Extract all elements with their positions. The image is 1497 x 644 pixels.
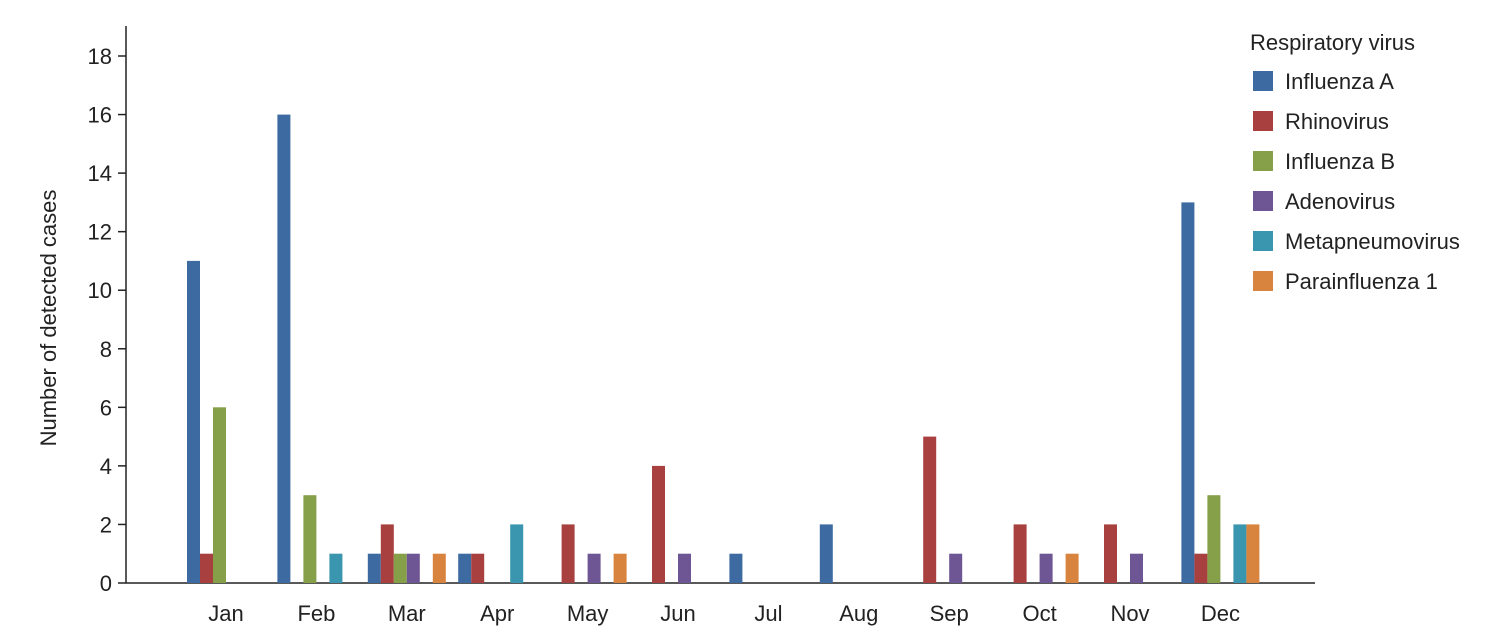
bar bbox=[1194, 553, 1208, 583]
bar bbox=[652, 465, 665, 583]
bar bbox=[1065, 553, 1079, 583]
legend: Respiratory virus Influenza A Rhinovirus I… bbox=[1250, 30, 1460, 294]
x-tick-label: Dec bbox=[1201, 601, 1240, 626]
x-axis: Jan Feb Mar Apr May Jun Jul Aug Sep Oct Nov Dec bbox=[126, 582, 1315, 626]
x-tick-label: Feb bbox=[297, 601, 335, 626]
legend-label: Adenovirus bbox=[1285, 189, 1395, 214]
bar bbox=[1207, 495, 1221, 583]
y-axis-title: Number of detected cases bbox=[36, 190, 61, 447]
bar bbox=[587, 553, 601, 583]
legend-swatch bbox=[1253, 191, 1273, 211]
x-tick-label: Mar bbox=[388, 601, 426, 626]
y-tick-label: 6 bbox=[100, 395, 112, 420]
bar bbox=[819, 524, 833, 583]
legend-swatch bbox=[1253, 71, 1273, 91]
legend-title: Respiratory virus bbox=[1250, 30, 1415, 55]
y-tick-label: 0 bbox=[100, 571, 112, 596]
x-tick-label: Jun bbox=[660, 601, 695, 626]
bars bbox=[187, 114, 1260, 583]
legend-label: Rhinovirus bbox=[1285, 109, 1389, 134]
x-tick-label: Sep bbox=[930, 601, 969, 626]
bar bbox=[213, 407, 226, 583]
bar bbox=[923, 436, 937, 583]
bar bbox=[406, 553, 420, 583]
bar bbox=[393, 553, 407, 583]
bar bbox=[1013, 524, 1027, 583]
y-tick-label: 4 bbox=[100, 454, 112, 479]
y-tick-label: 2 bbox=[100, 512, 112, 537]
bar bbox=[458, 553, 472, 583]
bar bbox=[729, 553, 743, 583]
bar bbox=[277, 114, 291, 583]
legend-label: Influenza A bbox=[1285, 69, 1394, 94]
bar bbox=[303, 495, 317, 583]
x-tick-label: Jan bbox=[208, 601, 243, 626]
bar bbox=[380, 524, 394, 583]
x-tick-label: May bbox=[567, 601, 609, 626]
bar bbox=[1233, 524, 1247, 583]
bar bbox=[471, 553, 485, 583]
y-axis: 0 2 4 6 8 10 12 14 16 18 bbox=[88, 26, 127, 596]
bar bbox=[613, 553, 627, 583]
bar bbox=[1181, 202, 1195, 583]
bar bbox=[187, 260, 200, 583]
legend-swatch bbox=[1253, 271, 1273, 291]
bar bbox=[1104, 524, 1117, 583]
x-tick-label: Jul bbox=[754, 601, 782, 626]
x-tick-label: Aug bbox=[839, 601, 878, 626]
bar bbox=[1039, 553, 1053, 583]
x-tick-label: Nov bbox=[1110, 601, 1149, 626]
y-tick-label: 18 bbox=[88, 44, 112, 69]
bar bbox=[329, 553, 343, 583]
bar bbox=[1246, 524, 1260, 583]
bar bbox=[949, 553, 963, 583]
y-tick-label: 8 bbox=[100, 337, 112, 362]
legend-swatch bbox=[1253, 111, 1273, 131]
x-tick-label: Apr bbox=[480, 601, 514, 626]
bar bbox=[678, 553, 691, 583]
bar bbox=[510, 524, 524, 583]
legend-label: Parainfluenza 1 bbox=[1285, 269, 1438, 294]
bar bbox=[561, 524, 575, 583]
bar bbox=[200, 553, 213, 583]
y-tick-label: 10 bbox=[88, 278, 112, 303]
legend-label: Influenza B bbox=[1285, 149, 1395, 174]
legend-swatch bbox=[1253, 151, 1273, 171]
legend-label: Metapneumovirus bbox=[1285, 229, 1460, 254]
x-tick-label: Oct bbox=[1022, 601, 1056, 626]
y-tick-label: 12 bbox=[88, 220, 112, 245]
y-tick-label: 14 bbox=[88, 161, 112, 186]
legend-swatch bbox=[1253, 231, 1273, 251]
bar bbox=[1130, 553, 1143, 583]
y-tick-label: 16 bbox=[88, 103, 112, 128]
bar bbox=[432, 553, 446, 583]
bar bbox=[367, 553, 381, 583]
